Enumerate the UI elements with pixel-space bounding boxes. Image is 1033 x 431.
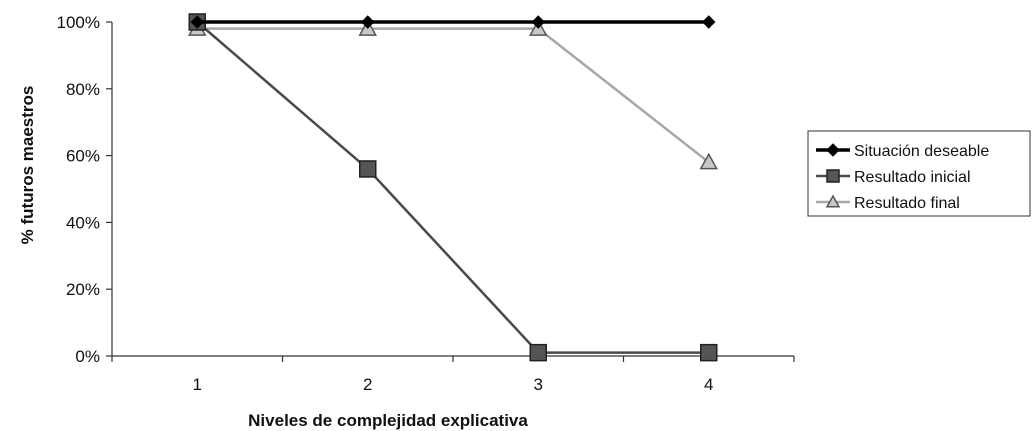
y-tick-label: 100% (57, 13, 100, 32)
legend-item: Resultado final (816, 194, 960, 212)
legend-marker (826, 169, 840, 183)
data-point (699, 152, 719, 170)
data-point (361, 15, 375, 29)
series-2 (188, 13, 718, 362)
series-3 (187, 19, 719, 170)
series-line (197, 27, 710, 164)
legend-label: Situación deseable (854, 143, 989, 160)
data-point (359, 160, 377, 178)
data-point (531, 15, 545, 29)
x-tick-label: 4 (704, 375, 713, 394)
data-point (190, 15, 204, 29)
y-tick-label: 80% (66, 80, 100, 99)
y-tick-label: 60% (66, 147, 100, 166)
x-tick-label: 3 (534, 375, 543, 394)
data-point (529, 343, 547, 362)
y-tick-label: 40% (66, 213, 100, 232)
y-tick-label: 20% (66, 280, 100, 299)
x-axis-title: Niveles de complejidad explicativa (248, 411, 528, 430)
legend: Situación deseable Resultado inicial Resul… (807, 130, 1031, 217)
legend-item: Situación deseable (816, 143, 989, 160)
legend-marker (826, 143, 840, 157)
x-tick-label: 2 (363, 375, 372, 394)
data-point (700, 343, 718, 362)
series-line (196, 21, 709, 354)
y-axis-title: % futuros maestros (18, 86, 37, 245)
series-1 (190, 15, 716, 29)
x-tick-label: 1 (193, 375, 202, 394)
axes: 0% 20% 40% 60% 80% 100% 1 2 3 4 (57, 13, 795, 394)
legend-label: Resultado final (854, 195, 960, 212)
data-point (702, 15, 716, 29)
y-tick-label: 0% (75, 347, 100, 366)
legend-marker (825, 194, 841, 208)
series-layer (187, 13, 719, 362)
legend-label: Resultado inicial (854, 169, 971, 186)
legend-item: Resultado inicial (816, 169, 971, 186)
